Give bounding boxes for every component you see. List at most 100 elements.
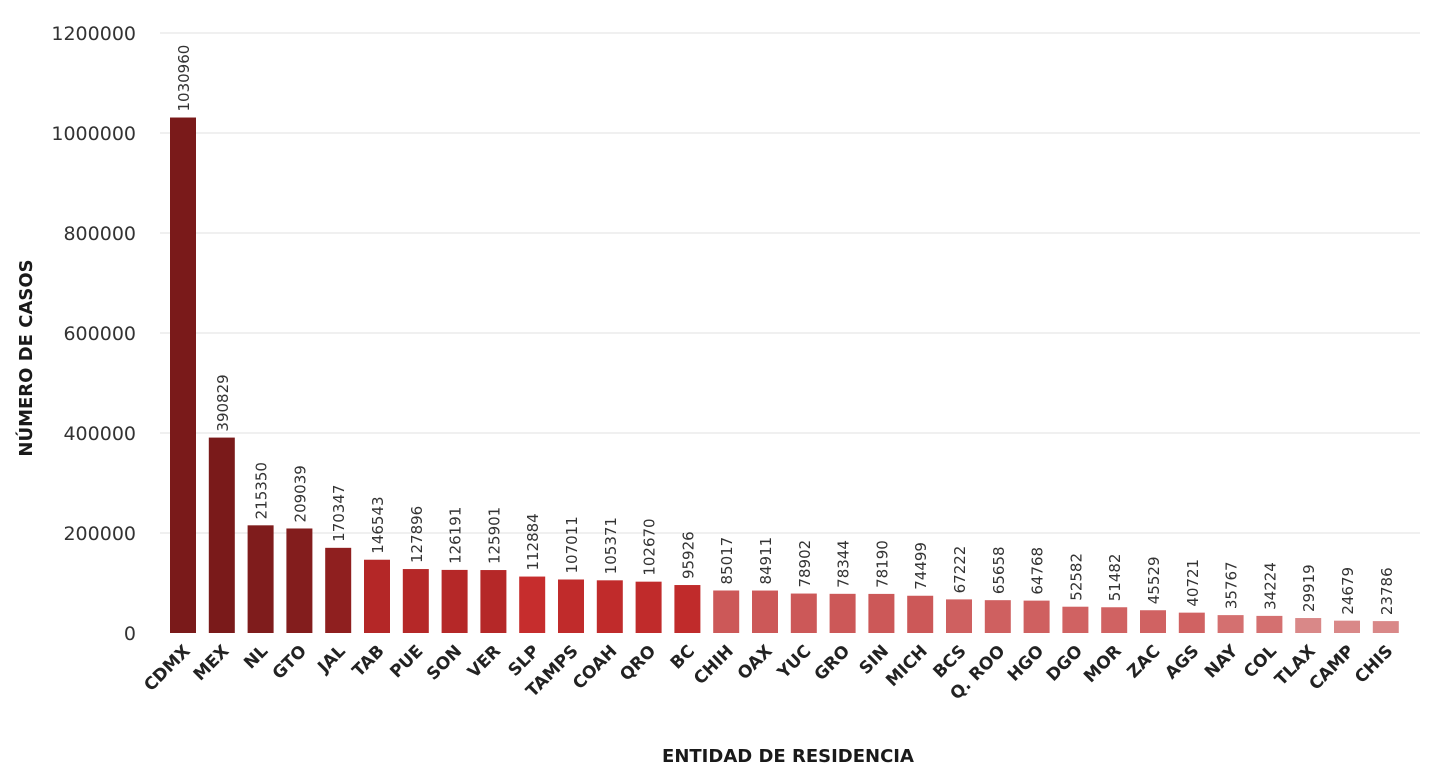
bar (1140, 610, 1166, 633)
value-label: 126191 (447, 507, 465, 564)
x-tick-label: PUE (386, 641, 427, 682)
value-label: 105371 (602, 517, 620, 574)
bar (635, 581, 662, 633)
value-label: 78344 (835, 540, 853, 588)
bar (1295, 618, 1322, 633)
x-tick-label: MICH (882, 641, 931, 690)
x-tick-label: DGO (1043, 641, 1087, 685)
y-tick-label: 600000 (63, 323, 136, 345)
bar (713, 590, 740, 633)
value-label: 170347 (330, 485, 348, 542)
y-tick-label: 1000000 (51, 123, 136, 145)
x-tick-label: HGO (1004, 641, 1048, 685)
bar (752, 590, 778, 633)
x-tick-label: OAX (734, 641, 777, 684)
value-label: 24679 (1339, 567, 1357, 615)
x-tick-label: VER (464, 641, 505, 682)
bar (1101, 607, 1128, 633)
value-label: 34224 (1261, 562, 1279, 610)
x-tick-label: GRO (811, 641, 854, 684)
value-label: 215350 (253, 462, 271, 519)
value-label: 67222 (951, 546, 969, 594)
bar (1062, 606, 1089, 633)
y-tick-label: 200000 (63, 523, 136, 545)
x-tick-label: CDMX (140, 641, 194, 695)
x-tick-label: NL (240, 641, 272, 673)
bar (208, 437, 235, 633)
bars (170, 117, 1399, 633)
y-axis-ticks: 0 200000 400000 600000 800000 1000000 1200000 (51, 23, 136, 645)
bar (441, 569, 468, 633)
x-tick-label: COAH (569, 641, 621, 693)
x-tick-label: MOR (1080, 641, 1126, 687)
y-axis-title: NÚMERO DE CASOS (15, 259, 37, 456)
bar (402, 569, 429, 633)
value-label: 85017 (718, 537, 736, 585)
value-label: 40721 (1184, 559, 1202, 607)
value-label: 84911 (757, 537, 775, 585)
bar (790, 593, 817, 633)
bar (946, 599, 972, 633)
value-label: 64768 (1029, 547, 1047, 595)
bar (829, 593, 856, 633)
value-label: 209039 (291, 465, 309, 522)
bar (1023, 600, 1050, 633)
value-label: 45529 (1145, 557, 1163, 605)
value-label: 1030960 (175, 45, 193, 112)
bar (480, 570, 507, 633)
y-tick-label: 400000 (63, 423, 136, 445)
value-label: 51482 (1106, 554, 1124, 602)
value-label: 107011 (563, 516, 581, 573)
bar (364, 559, 390, 633)
bar (1334, 620, 1360, 633)
bar (907, 595, 934, 633)
value-label: 74499 (912, 542, 930, 590)
bar (247, 525, 274, 633)
value-label: 112884 (524, 513, 542, 570)
y-tick-label: 0 (124, 623, 136, 645)
x-tick-label: NAY (1201, 641, 1243, 683)
bar (596, 580, 623, 633)
x-tick-label: CHIH (690, 641, 738, 689)
x-tick-label: BC (667, 641, 699, 673)
x-tick-label: SON (423, 641, 466, 684)
bar (984, 600, 1011, 633)
value-label: 127896 (408, 506, 426, 563)
bar (1178, 612, 1205, 633)
value-label: 78902 (796, 540, 814, 588)
y-tick-label: 1200000 (51, 23, 136, 45)
x-tick-label: QRO (616, 641, 660, 685)
value-label: 29919 (1300, 564, 1318, 612)
value-label: 35767 (1223, 561, 1241, 609)
bar (170, 117, 196, 633)
bar (868, 593, 895, 633)
value-label: 146543 (369, 496, 387, 553)
x-tick-label: MEX (190, 641, 234, 685)
value-label: 65658 (990, 546, 1008, 594)
value-label: 95926 (679, 531, 697, 579)
bar (1372, 621, 1399, 633)
x-tick-label: CHIS (1351, 641, 1397, 687)
bar (286, 528, 313, 633)
x-axis-title: ENTIDAD DE RESIDENCIA (662, 746, 914, 767)
value-label: 23786 (1378, 567, 1396, 615)
x-tick-label: GTO (269, 641, 311, 683)
bar (1217, 615, 1244, 633)
bar (519, 576, 546, 633)
y-tick-label: 800000 (63, 223, 136, 245)
x-tick-label: JAL (313, 641, 349, 677)
bar (558, 579, 584, 633)
x-tick-label: AGS (1161, 641, 1203, 683)
x-tick-label: TAB (349, 641, 389, 681)
x-tick-label: ZAC (1124, 641, 1165, 682)
bar (325, 547, 352, 633)
x-tick-label: YUC (773, 641, 815, 683)
value-label: 52582 (1067, 553, 1085, 601)
value-labels: 1030960 390829 215350 209039 170347 146543 127… (175, 45, 1396, 615)
value-label: 125901 (485, 507, 503, 564)
bar (674, 585, 701, 633)
bar (1256, 615, 1283, 633)
gridlines (160, 32, 1420, 534)
